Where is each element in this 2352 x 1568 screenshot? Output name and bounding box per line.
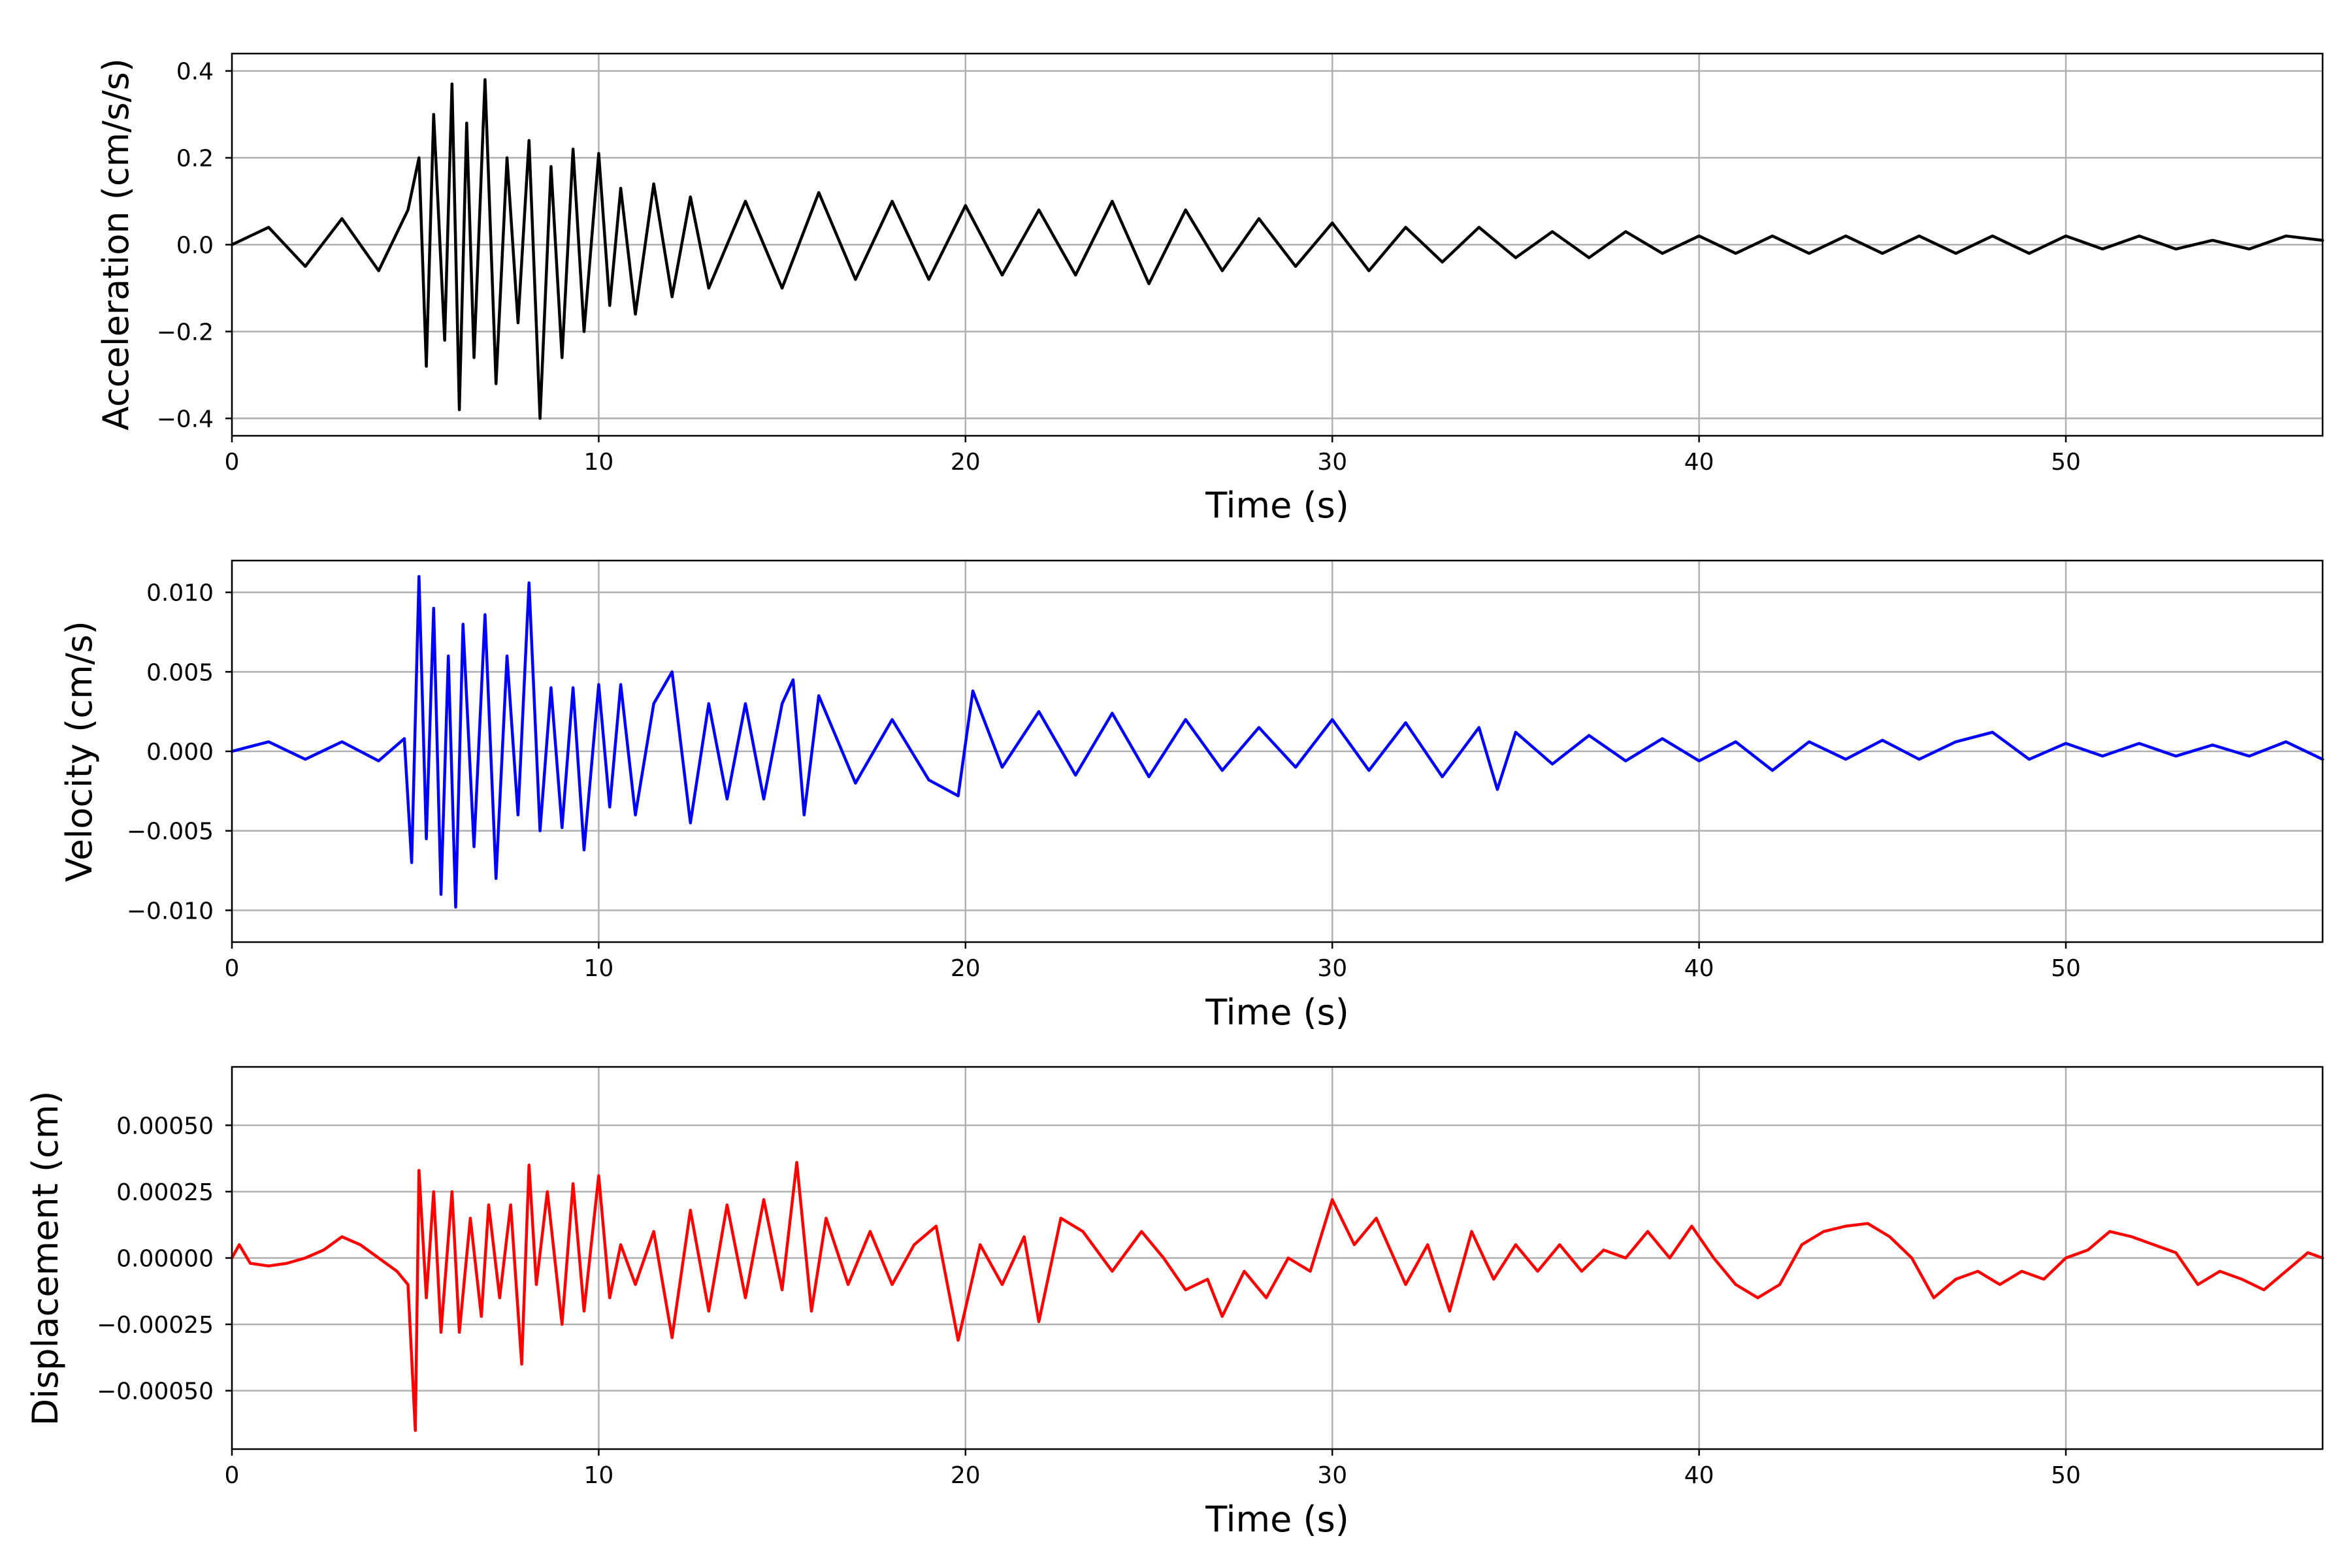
velocity-xtick-label: 20 xyxy=(951,955,981,982)
velocity-panel: Velocity (cm/s) Time (s) 0 10 20 30 40 50 −0.0… xyxy=(59,559,2325,1033)
velocity-xtick-label: 50 xyxy=(2051,955,2081,982)
velocity-series-line-0 xyxy=(230,575,2325,909)
velocity-ytick-label: 0.000 xyxy=(146,739,214,766)
acceleration-xtick-label: 30 xyxy=(1317,449,1347,476)
displacement-xtick-label: 40 xyxy=(1684,1462,1714,1489)
displacement-ytick-label: −0.00025 xyxy=(97,1312,214,1339)
displacement-panel: Displacement (cm) Time (s) 0 10 20 30 40 50 −0… xyxy=(25,1066,2325,1540)
acceleration-xtick-label: 40 xyxy=(1684,449,1714,476)
velocity-ytick-label: 0.010 xyxy=(146,580,214,607)
acceleration-xtick-label: 50 xyxy=(2051,449,2081,476)
acceleration-ytick-label: −0.2 xyxy=(157,319,214,346)
displacement-ytick-label: 0.00050 xyxy=(116,1113,214,1139)
displacement-xtick-label: 0 xyxy=(225,1462,240,1489)
velocity-xlabel: Time (s) xyxy=(1205,992,1349,1033)
velocity-ytick-label: 0.005 xyxy=(146,659,214,686)
displacement-series-line-0 xyxy=(230,1161,2325,1432)
acceleration-ytick-label: 0.4 xyxy=(176,59,214,86)
acceleration-ytick-label: −0.4 xyxy=(157,406,214,433)
acceleration-xtick-label: 10 xyxy=(583,449,613,476)
acceleration-ytick-label: 0.2 xyxy=(176,146,214,172)
displacement-ytick-label: −0.00050 xyxy=(97,1379,214,1405)
velocity-ytick-label: −0.005 xyxy=(127,819,214,845)
velocity-xtick-label: 40 xyxy=(1684,955,1714,982)
displacement-ytick-label: 0.00000 xyxy=(116,1246,214,1273)
displacement-xtick-label: 10 xyxy=(583,1462,613,1489)
displacement-xtick-label: 30 xyxy=(1317,1462,1347,1489)
velocity-ytick-label: −0.010 xyxy=(127,898,214,924)
displacement-xlabel: Time (s) xyxy=(1205,1499,1349,1540)
velocity-xtick-label: 0 xyxy=(225,955,240,982)
acceleration-xtick-label: 0 xyxy=(225,449,240,476)
velocity-xtick-label: 30 xyxy=(1317,955,1347,982)
acceleration-panel: Acceleration (cm/s/s) Time (s) 0 10 20 30 40… xyxy=(95,52,2325,526)
acceleration-xlabel: Time (s) xyxy=(1205,485,1349,526)
displacement-ylabel: Displacement (cm) xyxy=(25,1091,66,1426)
velocity-ylabel: Velocity (cm/s) xyxy=(59,621,100,882)
displacement-ytick-label: 0.00025 xyxy=(116,1179,214,1206)
acceleration-ytick-label: 0.0 xyxy=(176,233,214,259)
acceleration-xtick-label: 20 xyxy=(951,449,981,476)
displacement-xtick-label: 20 xyxy=(951,1462,981,1489)
velocity-xtick-label: 10 xyxy=(583,955,613,982)
acceleration-series-line-0 xyxy=(230,78,2325,420)
acceleration-ylabel: Acceleration (cm/s/s) xyxy=(95,58,137,431)
displacement-xtick-label: 50 xyxy=(2051,1462,2081,1489)
